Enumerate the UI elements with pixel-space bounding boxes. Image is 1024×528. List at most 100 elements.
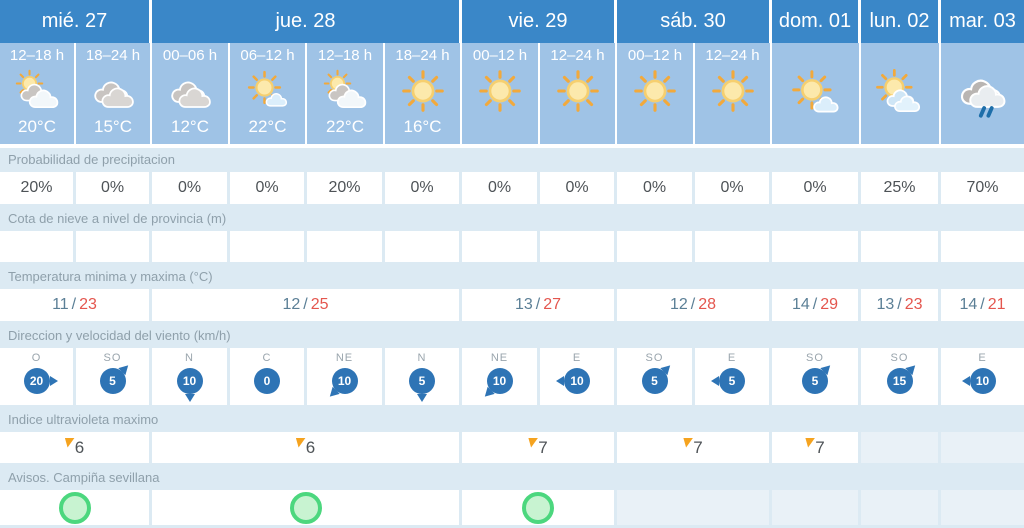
day-label: mar. 03 (949, 10, 1016, 32)
temp-min-max: 11/23 (0, 289, 152, 321)
precip-value: 0% (617, 172, 695, 204)
time-range: 12–24 h (705, 47, 760, 64)
time-range: 00–06 h (162, 47, 218, 64)
day-label: lun. 02 (869, 10, 930, 32)
slot-temperature: 20°C (18, 117, 56, 136)
wind-speed-badge: 0 (254, 368, 280, 394)
warning-cell (941, 490, 1024, 525)
uv-cell (941, 432, 1024, 463)
wind-arrow-icon (184, 394, 195, 402)
precip-value: 20% (307, 172, 385, 204)
precip-value: 0% (230, 172, 307, 204)
snow-value (617, 231, 695, 262)
forecast-slot: 12–24 h (540, 43, 617, 144)
wind-cell: E 10 (540, 348, 617, 405)
uv-cell: 6 (0, 432, 152, 463)
slot-row: 12–18 h 20°C 18–24 h 15°C 00–06 h 12°C 0… (0, 43, 1024, 148)
temp-min-max: 12/28 (617, 289, 772, 321)
temp-min: 12 (669, 296, 688, 313)
wind-cell: NE 10 (307, 348, 385, 405)
forecast-slot: 00–12 h (462, 43, 540, 144)
temp-max: 21 (987, 296, 1006, 313)
slot-temperature: 22°C (248, 117, 287, 136)
snow-value (76, 231, 152, 262)
time-range: 00–12 h (627, 47, 683, 64)
sun-icon (555, 69, 601, 113)
time-range: 18–24 h (85, 47, 141, 64)
no-warning-indicator-icon (289, 491, 322, 524)
rain-clouds-icon (955, 68, 1011, 120)
wind-cell: SO 5 (772, 348, 861, 405)
wind-direction: C (262, 352, 272, 364)
uv-marker-icon (295, 437, 306, 448)
wind-arrow-icon (556, 376, 564, 386)
forecast-slot: 12–18 h 22°C (307, 43, 385, 144)
sun-icon (632, 69, 678, 113)
wind-speed-badge: 5 (802, 361, 834, 394)
day-header-sab30: sáb. 30 (617, 0, 772, 43)
uv-marker-icon (528, 437, 539, 448)
wind-cell: O 20 (0, 348, 76, 405)
day-label: sáb. 30 (660, 10, 726, 32)
precip-value: 0% (695, 172, 772, 204)
forecast-slot: 00–06 h 12°C (152, 43, 230, 144)
uv-value: 7 (693, 437, 703, 457)
temp-min-max: 13/23 (861, 289, 941, 321)
wind-speed-badge: 10 (961, 368, 996, 394)
temp-max: 28 (698, 296, 717, 313)
sun-behind-clouds-icon (322, 69, 368, 113)
wind-direction: SO (103, 352, 122, 364)
wind-speed-badge: 15 (886, 361, 919, 394)
temp-max: 25 (310, 296, 329, 313)
sun-icon (477, 69, 523, 113)
wind-direction: E (727, 352, 737, 364)
wind-speed-badge: 10 (325, 368, 358, 401)
precipitation-label: Probabilidad de precipitacion (0, 148, 1024, 172)
temp-max: 23 (904, 296, 923, 313)
snow-value (540, 231, 617, 262)
wind-arrow-icon (325, 386, 340, 401)
sun-with-cloud-icon (788, 68, 844, 120)
time-range: 12–18 h (317, 47, 373, 64)
wind-arrow-icon (480, 386, 495, 401)
precip-value: 20% (0, 172, 76, 204)
precip-value: 25% (861, 172, 941, 204)
temp-min: 11 (52, 296, 69, 313)
wind-cell: SO 5 (76, 348, 152, 405)
time-range: 18–24 h (395, 47, 450, 64)
uv-cell: 7 (772, 432, 861, 463)
uv-row: Indice ultravioleta maximo 6 6 7 7 7 (0, 408, 1024, 466)
temp-min: 12 (282, 296, 301, 313)
forecast-slot (941, 43, 1024, 144)
slot-temperature: 16°C (403, 117, 442, 136)
wind-direction: E (978, 352, 987, 364)
wind-arrow-icon (711, 376, 719, 386)
wind-speed-badge: 5 (711, 368, 745, 394)
wind-label: Direccion y velocidad del viento (km/h) (0, 324, 1024, 348)
wind-direction: O (31, 352, 42, 364)
temp-min: 13 (876, 296, 895, 313)
uv-marker-icon (64, 437, 75, 448)
no-warning-indicator-icon (522, 491, 554, 524)
day-header-mie27: mié. 27 (0, 0, 152, 43)
wind-direction: SO (645, 352, 664, 364)
forecast-slot: 00–12 h (617, 43, 695, 144)
day-header-vie29: vie. 29 (462, 0, 617, 43)
precip-value: 0% (540, 172, 617, 204)
wind-cell: NE 10 (462, 348, 540, 405)
sun-icon (710, 69, 756, 113)
temperature-label: Temperatura minima y maxima (°C) (0, 265, 1024, 289)
forecast-slot: 12–18 h 20°C (0, 43, 76, 144)
uv-value: 6 (305, 437, 316, 457)
wind-direction: NE (335, 352, 354, 364)
wind-speed-badge: 10 (176, 368, 203, 402)
wind-speed-badge: 5 (99, 361, 132, 394)
temp-min-max: 14/21 (941, 289, 1024, 321)
snow-value (941, 231, 1024, 262)
uv-cell: 7 (462, 432, 617, 463)
snow-level-label: Cota de nieve a nivel de provincia (m) (0, 207, 1024, 231)
day-header-dom01: dom. 01 (772, 0, 861, 43)
